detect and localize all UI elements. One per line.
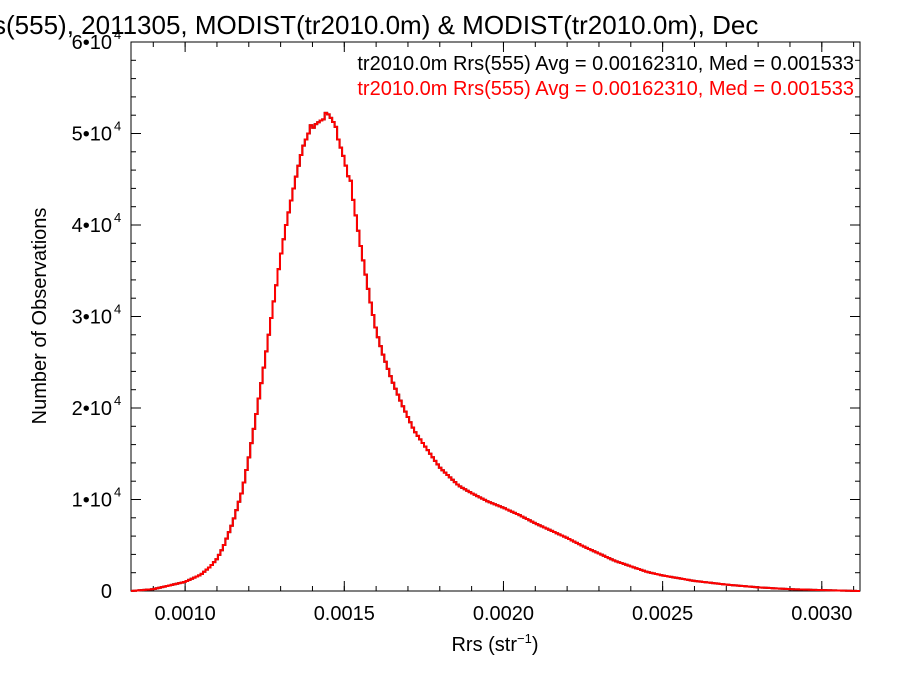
y-axis-title: Number of Observations — [29, 208, 51, 425]
y-tick-label: 3•10 — [72, 307, 112, 329]
y-tick-label: 5•10 — [72, 124, 112, 146]
chart-title: s(555), 2011305, MODIST(tr2010.0m) & MOD… — [0, 10, 758, 40]
legend-entry-black: tr2010.0m Rrs(555) Avg = 0.00162310, Med… — [357, 53, 854, 75]
x-tick-label: 0.0010 — [155, 603, 216, 625]
x-tick-label: 0.0015 — [314, 603, 375, 625]
y-tick-exponent: 4 — [114, 485, 121, 500]
x-axis-ticks: 0.0010 0.0015 0.0020 0.0025 0.0030 — [152, 42, 855, 625]
y-axis-ticks: 01•10 42•10 43•10 44•10 45•10 46•10 4 — [72, 27, 860, 603]
y-tick-exponent: 4 — [114, 27, 121, 42]
y-tick-label: 0 — [101, 581, 112, 603]
y-tick-exponent: 4 — [114, 393, 121, 408]
y-tick-label: 6•10 — [72, 32, 112, 54]
legend-entry-red: tr2010.0m Rrs(555) Avg = 0.00162310, Med… — [357, 78, 854, 100]
x-tick-label: 0.0030 — [791, 603, 852, 625]
x-tick-label: 0.0025 — [632, 603, 693, 625]
series-red-histogram — [131, 111, 860, 592]
y-tick-exponent: 4 — [114, 119, 121, 134]
series-layer — [131, 111, 860, 592]
y-tick-label: 1•10 — [72, 490, 112, 512]
x-axis-title: Rrs (str−1) — [451, 631, 538, 656]
y-tick-label: 4•10 — [72, 215, 112, 237]
x-tick-label: 0.0020 — [473, 603, 534, 625]
y-tick-exponent: 4 — [114, 210, 121, 225]
y-tick-exponent: 4 — [114, 302, 121, 317]
series-black-histogram — [131, 111, 860, 592]
y-tick-label: 2•10 — [72, 398, 112, 420]
plot-frame — [130, 41, 861, 592]
